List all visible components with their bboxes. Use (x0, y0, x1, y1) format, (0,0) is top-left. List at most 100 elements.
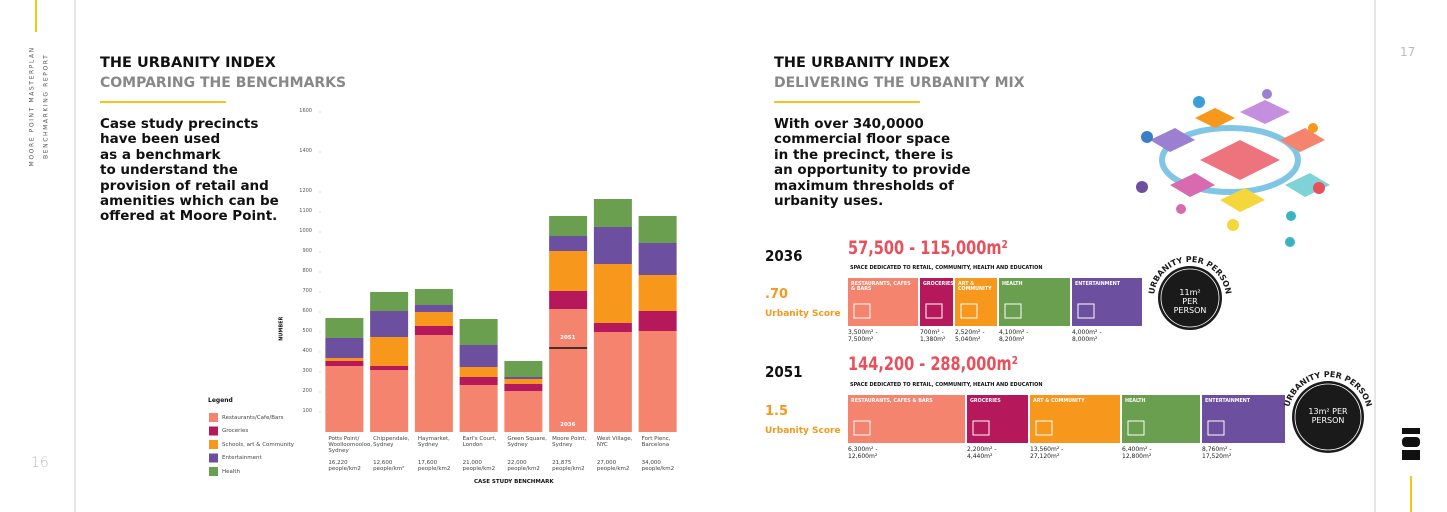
bar-segment (549, 291, 588, 309)
density-label: 12,600 people/km² (373, 460, 405, 473)
scenario-range: 57,500 - 115,000m² (848, 237, 1008, 259)
bar-segment (414, 289, 453, 305)
accent-bar (35, 0, 37, 32)
bar-segment (638, 275, 677, 311)
density-label: 21,000 people/km2 (462, 460, 496, 473)
segment-label: HEALTH (1125, 399, 1146, 404)
bar-segment (325, 318, 364, 338)
scenario-note: SPACE DEDICATED TO RETAIL, COMMUNITY, HE… (850, 382, 1043, 388)
x-tick-label: Earl's Court, London (462, 436, 497, 449)
density-label: 34,000 people/km2 (641, 460, 675, 473)
bar-segment (414, 326, 453, 335)
accent-bar (1410, 476, 1412, 512)
sidebar-text: BENCHMARKING REPORT (42, 53, 50, 159)
bar-segment (504, 384, 543, 391)
bar-segment (325, 358, 364, 361)
bar-segment (638, 331, 677, 432)
bar-segment (459, 345, 498, 367)
page-title: THE URBANITY INDEX (774, 55, 950, 71)
segment-value: 13,560m² - 27,120m² (1030, 446, 1064, 460)
bar-segment (549, 236, 588, 251)
body-text: amenities which can be (100, 193, 279, 209)
bar-segment (414, 305, 453, 312)
bar-segment (459, 319, 498, 345)
segment-icon (972, 420, 990, 436)
legend-label: Entertainment (222, 455, 262, 461)
bar-segment (370, 311, 409, 337)
legend-label: Health (222, 468, 241, 475)
x-tick-label: Chippendale, Sydney (373, 436, 410, 449)
per-person-badge (1292, 381, 1364, 453)
page-number: 17 (1400, 45, 1416, 59)
bar-segment (638, 311, 677, 331)
segment-value: 8,760m² - 17,520m² (1202, 446, 1232, 460)
bar-segment (504, 361, 543, 377)
legend-swatch (209, 426, 218, 436)
body-text: maximum thresholds of (774, 177, 954, 194)
precinct-illustration (1136, 89, 1330, 247)
legend-swatch (209, 453, 218, 463)
bar-segment (593, 323, 632, 332)
bar-segment (504, 377, 543, 379)
segment-icon (960, 303, 978, 319)
segment-value: 2,520m² - 5,040m² (955, 329, 985, 343)
legend-swatch (209, 467, 218, 476)
y-tick-label: 1600 (299, 108, 312, 114)
legend-title: Legend (208, 397, 233, 404)
segment-label: GROCERIES (923, 282, 954, 287)
x-tick-label: Green Square, Sydney (507, 436, 547, 449)
legend-label: Groceries (222, 428, 249, 434)
segment-value: 2,200m² - 4,440m² (967, 446, 997, 460)
urbanity-score: 1.5 (765, 404, 789, 419)
sidebar-text: MOORE POINT MASTERPLAN (28, 46, 36, 167)
density-label: 27,000 people/km2 (596, 460, 630, 473)
bar-segment (549, 216, 588, 236)
bar-segment (325, 361, 364, 366)
body-text: an opportunity to provide (774, 162, 971, 179)
bar-segment (549, 251, 588, 291)
body-text: in the precinct, there is (774, 146, 954, 163)
density-label: 21,875 people/km2 (552, 460, 585, 473)
density-label: 17,600 people/km2 (417, 460, 451, 473)
bar-segment (325, 366, 364, 432)
bar-segment (504, 379, 543, 384)
segment-icon (853, 420, 871, 436)
y-tick-label: 600 (302, 308, 312, 314)
page-subtitle: COMPARING THE BENCHMARKS (100, 75, 347, 91)
y-tick-label: 400 (302, 348, 312, 354)
segment-icon (1207, 420, 1225, 436)
page-subtitle: DELIVERING THE URBANITY MIX (774, 75, 1025, 91)
y-tick-label: 800 (302, 268, 312, 274)
bar-segment (459, 377, 498, 385)
segment-value: 3,500m² - 7,500m² (848, 329, 878, 343)
bar-segment (370, 370, 409, 432)
body-text: Case study precincts (100, 116, 259, 132)
scenario-note: SPACE DEDICATED TO RETAIL, COMMUNITY, HE… (850, 265, 1043, 271)
segment-label: ENTERTAINMENT (1205, 399, 1251, 404)
legend-swatch (209, 413, 218, 422)
segment-icon (925, 303, 943, 319)
segment-label: ART & COMMUNITY (1033, 399, 1085, 404)
y-tick-label: 700 (302, 288, 312, 294)
y-tick-label: 1000 (299, 228, 312, 234)
bar-segment (593, 227, 632, 264)
per-person-ring (1294, 383, 1362, 451)
y-tick-label: 100 (302, 408, 312, 414)
y-tick-label: 500 (302, 328, 312, 334)
segment-label: GROCERIES (970, 399, 1001, 404)
segment-value: 700m² - 1,380m² (920, 329, 946, 343)
segment-label: HEALTH (1002, 282, 1023, 287)
bar-segment (370, 337, 409, 366)
segment-label: ART & COMMUNITY (958, 282, 992, 293)
bar-segment (549, 309, 588, 432)
bar-segment (459, 385, 498, 432)
y-tick-label: 1400 (299, 148, 312, 154)
body-text: as a benchmark (100, 146, 221, 163)
x-tick-label: Moore Point, Sydney (552, 436, 587, 449)
bar-segment (325, 338, 364, 358)
segment-label: RESTAURANTS, CAFES & BARS (851, 282, 911, 293)
x-tick-label: West Village, NYC (596, 436, 633, 449)
segment-icon (1035, 420, 1053, 436)
page-title: THE URBANITY INDEX (100, 55, 276, 71)
